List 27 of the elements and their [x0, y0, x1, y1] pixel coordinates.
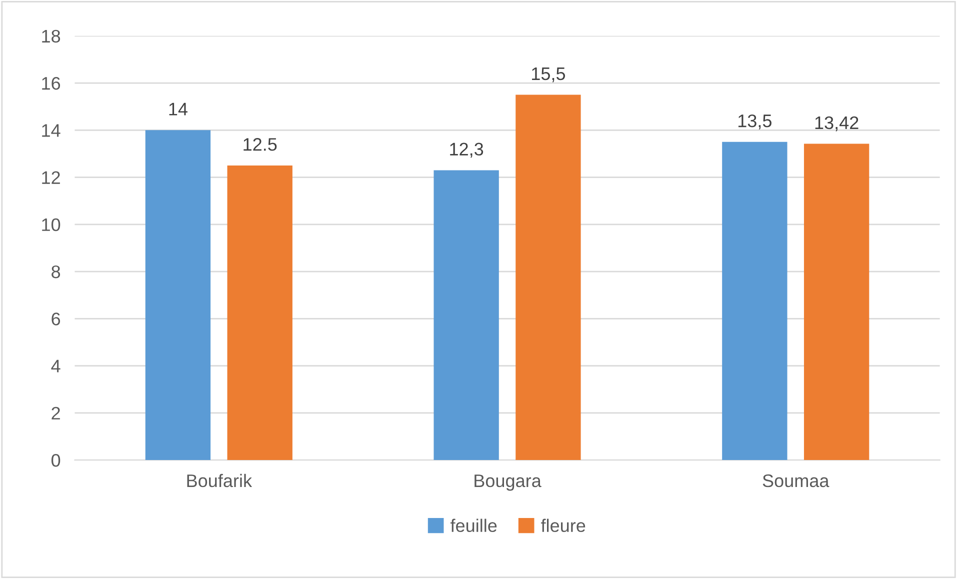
bar [516, 94, 581, 460]
data-label: 12.5 [244, 138, 277, 151]
data-label: 13,5 [738, 114, 772, 130]
x-tick-label: Bougara [474, 474, 542, 491]
legend-label: feuille [450, 518, 497, 532]
bar [145, 130, 211, 460]
bar [227, 165, 292, 460]
y-tick-label: 2 [52, 406, 60, 420]
x-tick-label: Soumaa [762, 474, 830, 488]
y-tick-label: 8 [52, 265, 60, 278]
y-tick-label: 6 [52, 312, 60, 326]
y-tick-label: 10 [42, 218, 60, 232]
data-label: 12,3 [450, 142, 484, 158]
y-tick-label: 18 [42, 30, 60, 43]
data-label: 15,5 [532, 68, 566, 82]
y-tick-label: 14 [42, 124, 60, 137]
data-label: 13,42 [815, 116, 858, 132]
bar [434, 170, 499, 460]
y-tick-label: 16 [42, 76, 60, 90]
x-tick-label: Boufarik [187, 474, 252, 488]
y-tick-label: 12 [42, 171, 60, 184]
y-tick-label: 4 [51, 360, 60, 372]
legend-label: fleure [541, 518, 586, 532]
bar [722, 142, 788, 460]
data-label: 14 [169, 102, 188, 116]
bar [804, 144, 870, 460]
y-tick-label: 0 [52, 454, 60, 467]
